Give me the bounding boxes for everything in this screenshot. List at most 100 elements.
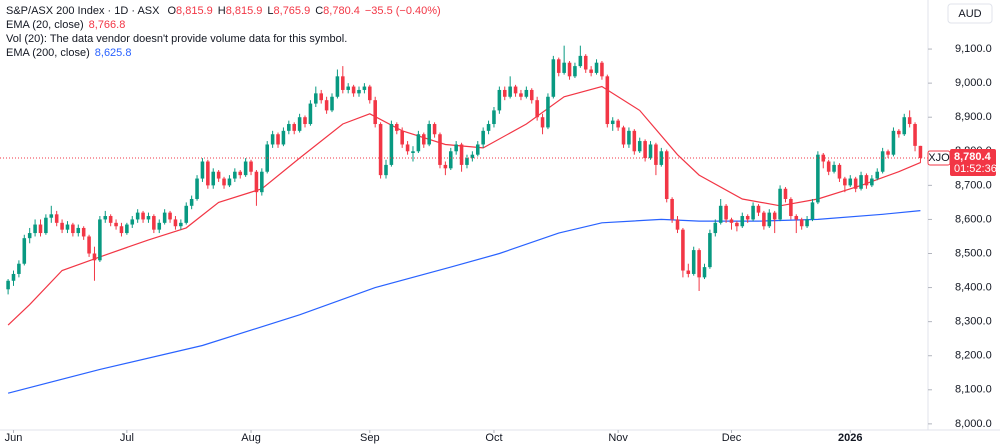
candle-body	[76, 227, 81, 234]
quote-value: 8,780.4	[323, 5, 360, 17]
candle-body	[826, 161, 831, 172]
indicator-line	[7, 85, 921, 326]
candle-body	[27, 233, 32, 239]
candle-body	[567, 62, 572, 77]
currency[interactable]: AUD	[958, 8, 981, 20]
candle-body	[816, 154, 820, 203]
candle-body	[341, 76, 345, 90]
x-tick-label: Aug	[241, 432, 261, 444]
candle-body	[384, 164, 388, 176]
candle-body	[524, 89, 529, 97]
candle-body	[87, 236, 91, 254]
candle-body	[135, 212, 140, 220]
candle-body	[211, 171, 216, 186]
candle-body	[810, 202, 815, 220]
x-tick-label: Dec	[722, 432, 742, 444]
candle-body	[864, 175, 869, 186]
y-tick-label: 8,500.0	[955, 247, 992, 259]
x-tick-label: Nov	[608, 432, 628, 444]
candle-body	[303, 117, 307, 125]
candle-body	[762, 212, 766, 227]
candle-body	[362, 86, 367, 90]
candle-body	[794, 216, 799, 220]
candle-body	[832, 164, 836, 172]
candle-body	[697, 250, 701, 278]
candle-body	[897, 130, 901, 135]
candle-body	[130, 219, 135, 225]
y-tick-label: 8,200.0	[955, 350, 992, 362]
candle-body	[686, 270, 691, 274]
quote-value: 8,765.9	[274, 5, 311, 17]
candle-body	[114, 222, 118, 227]
candle-body	[92, 253, 97, 261]
candle-body	[708, 233, 712, 268]
candle-body	[713, 222, 718, 234]
candle-body	[886, 151, 890, 155]
candle-body	[108, 216, 113, 223]
indicator-value: 8,766.8	[89, 19, 126, 31]
candle-body	[691, 250, 696, 274]
x-tick-label: Sep	[360, 432, 380, 444]
candle-body	[6, 280, 10, 290]
y-tick-label: 9,100.0	[955, 43, 992, 55]
candle-body	[378, 124, 383, 176]
candle-body	[179, 222, 183, 227]
candle-body	[260, 171, 264, 193]
y-tick-label: 8,600.0	[955, 213, 992, 225]
candle-body	[222, 178, 226, 186]
symbol-tag-label: XJO	[928, 152, 950, 164]
candle-body	[551, 59, 556, 97]
candle-body	[529, 89, 534, 101]
candle-body	[173, 219, 178, 227]
candle-body	[454, 144, 458, 152]
candle-body	[227, 178, 232, 186]
currency-button[interactable]	[947, 3, 993, 24]
candle-body	[735, 222, 739, 227]
candle-body	[346, 86, 350, 90]
candle-body	[718, 205, 723, 223]
candle-body	[600, 62, 604, 77]
candle-body	[756, 205, 761, 213]
candle-body	[184, 205, 189, 223]
candle-body	[357, 89, 361, 94]
candle-body	[907, 117, 912, 125]
candle-body	[875, 171, 880, 179]
candle-body	[292, 124, 296, 131]
candle-body	[443, 164, 448, 169]
candle-body	[470, 154, 475, 159]
candle-body	[276, 134, 280, 145]
candle-body	[438, 134, 442, 165]
candle-body	[837, 164, 842, 179]
candle-body	[508, 86, 512, 97]
candle-body	[49, 214, 54, 218]
candle-body	[314, 93, 318, 104]
candle-body	[724, 205, 728, 220]
candle-body	[546, 96, 550, 128]
candle-body	[421, 134, 426, 145]
candle-body	[821, 154, 826, 162]
price-tag	[950, 148, 996, 176]
quote-key: O	[167, 5, 176, 17]
candle-body	[416, 134, 421, 152]
quote-key: L	[267, 5, 273, 17]
candle-body	[556, 59, 561, 73]
candle-body	[902, 117, 907, 135]
candle-body	[270, 134, 275, 145]
candle-body	[486, 124, 491, 131]
y-tick-label: 8,400.0	[955, 281, 992, 293]
candle-body	[767, 212, 772, 227]
candle-body	[481, 130, 485, 145]
candle-body	[351, 86, 356, 94]
candle-body	[459, 144, 464, 165]
candle-body	[519, 93, 523, 97]
candle-body	[427, 124, 431, 145]
candle-body	[562, 62, 566, 73]
candle-body	[475, 144, 480, 155]
price-tag-countdown: 01:52:36	[954, 163, 997, 175]
quote-key: H	[218, 5, 226, 17]
candle-body	[681, 229, 685, 271]
candle-body	[497, 89, 502, 111]
candle-body	[254, 171, 259, 193]
